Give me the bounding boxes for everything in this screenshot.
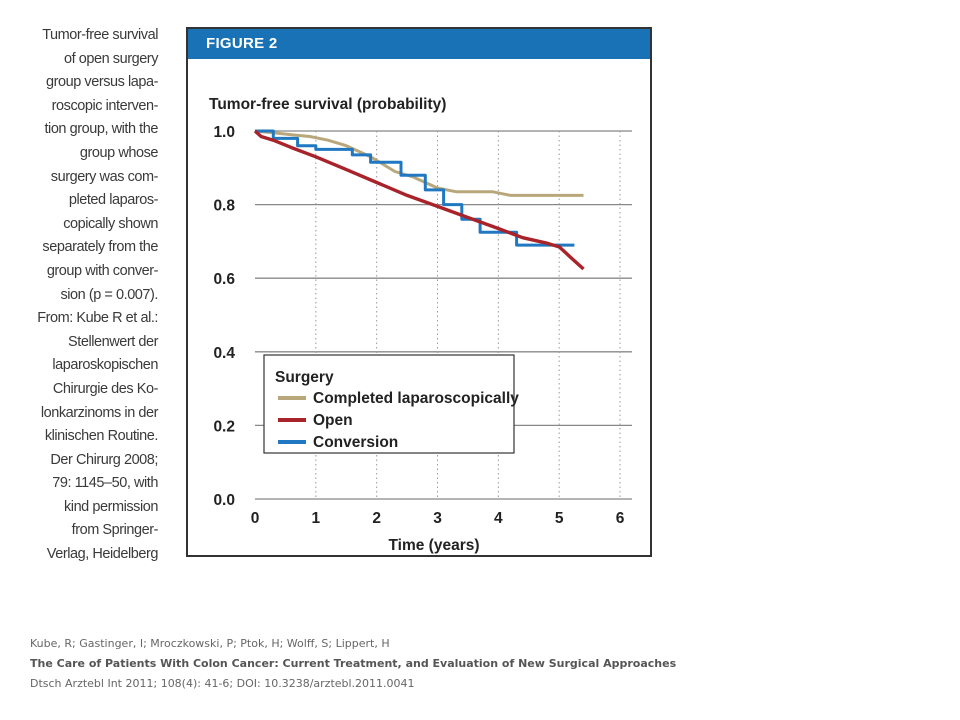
- caption-line: Verlag, Heidelberg: [46, 546, 159, 563]
- caption-line: From: Kube R et al.:: [37, 310, 158, 327]
- series-line-open: [253, 129, 585, 271]
- caption-line: group with conver-: [46, 262, 159, 279]
- y-tick-label: 0.2: [213, 418, 235, 435]
- legend: Surgery Completed laparoscopicallyOpenCo…: [263, 354, 519, 454]
- citation-authors: Kube, R; Gastinger, I; Mroczkowski, P; P…: [30, 637, 390, 650]
- y-tick-label: 0.6: [213, 271, 235, 288]
- caption-line: group versus lapa-: [46, 74, 158, 91]
- x-tick-label: 0: [251, 510, 260, 527]
- caption-line: sion (p = 0.007).: [60, 286, 158, 303]
- caption-line: separately from the: [42, 239, 158, 256]
- y-tick-label: 0.8: [213, 198, 235, 215]
- caption-line: kind permission: [64, 498, 158, 515]
- caption-line: Der Chirurg 2008;: [50, 451, 158, 468]
- caption-line: klinischen Routine.: [44, 428, 159, 445]
- caption-line: of open surgery: [63, 50, 158, 67]
- x-axis-label: Time (years): [388, 537, 479, 554]
- legend-label: Open: [313, 412, 353, 429]
- x-tick-label: 5: [555, 510, 564, 527]
- x-tick-label: 2: [372, 510, 381, 527]
- caption-line: lonkarzinoms in der: [40, 404, 159, 421]
- x-tick-label: 4: [494, 510, 503, 527]
- caption-line: Stellenwert der: [68, 333, 158, 350]
- caption-line: pleted laparos-: [68, 192, 159, 209]
- caption-line: copically shown: [63, 215, 158, 232]
- legend-items: Completed laparoscopically Open Conversion: [278, 390, 519, 451]
- y-tick-label: 0.0: [213, 492, 235, 509]
- series-line-completed-laparoscopically: [254, 129, 584, 197]
- legend-title: Surgery: [275, 369, 334, 386]
- citation-source: Dtsch Arztebl Int 2011; 108(4): 41-6; DO…: [30, 677, 415, 690]
- figure-box: FIGURE 2 Tumor-free survival (probabilit…: [186, 27, 652, 557]
- survival-chart: Tumor-free survival (probability) 0.0 0.2…: [209, 96, 632, 554]
- figure-header: FIGURE 2: [188, 29, 650, 59]
- series-layer: [253, 129, 585, 271]
- x-tick-label: 1: [312, 510, 321, 527]
- legend-label: Completed laparoscopically: [313, 390, 519, 407]
- legend-box: [263, 354, 515, 454]
- caption-line: Chirurgie des Ko-: [52, 380, 159, 397]
- series-line-conversion: [255, 129, 575, 247]
- citation: Kube, R; Gastinger, I; Mroczkowski, P; P…: [30, 634, 676, 694]
- caption-line: roscopic interven-: [51, 97, 159, 114]
- caption-line: Tumor-free survival: [42, 27, 158, 43]
- caption-line: from Springer-: [71, 522, 159, 539]
- caption-line: laparoskopischen: [52, 357, 158, 374]
- caption-line: group whose: [79, 144, 159, 161]
- caption-line: 79: 1145–50, with: [52, 475, 158, 492]
- chart-title: Tumor-free survival (probability): [209, 96, 446, 113]
- caption-line: tion group, with the: [44, 121, 158, 138]
- caption-line: surgery was com-: [50, 168, 159, 185]
- y-tick-label: 1.0: [213, 124, 235, 141]
- legend-label: Conversion: [313, 434, 398, 451]
- y-tick-label: 0.4: [213, 345, 235, 362]
- axis-layer: 0.0 0.2 0.4 0.6 0.8 1.0 0 1 2 3 4 5 6: [213, 124, 624, 527]
- figure-caption: Tumor-free survival of open surgery group …: [10, 24, 158, 567]
- citation-title: The Care of Patients With Colon Cancer: …: [30, 657, 677, 670]
- x-tick-label: 6: [616, 510, 625, 527]
- x-tick-label: 3: [433, 510, 442, 527]
